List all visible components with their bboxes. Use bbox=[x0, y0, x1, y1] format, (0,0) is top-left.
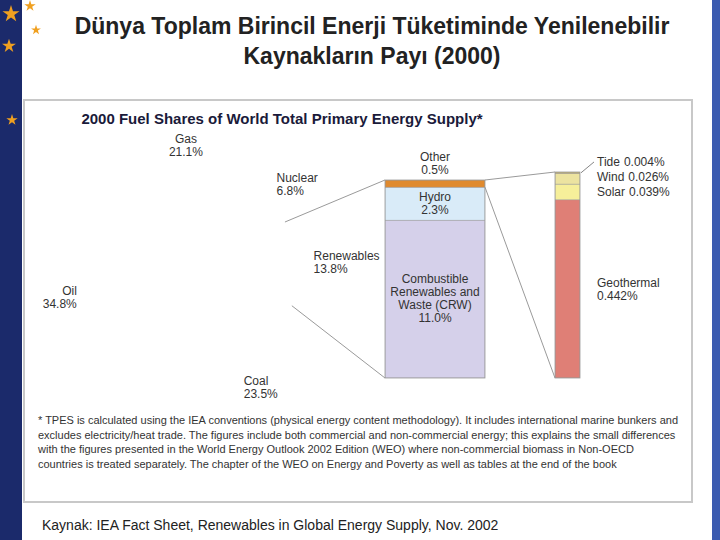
slice-label: Oil bbox=[62, 284, 77, 298]
connector-line bbox=[285, 180, 385, 222]
text-line: with the figures presented in the World … bbox=[37, 443, 634, 455]
text-line: Dünya Toplam Birincil Enerji Tüketiminde… bbox=[75, 13, 670, 39]
segment-value-label: 0.004% bbox=[624, 155, 665, 169]
text-line: Hydro bbox=[419, 190, 451, 204]
text-line: Combustible bbox=[402, 272, 469, 286]
slide: Dünya Toplam Birincil Enerji Tüketiminde… bbox=[0, 0, 720, 540]
connector-line bbox=[292, 306, 385, 378]
text-line: Kaynakların Payı (2000) bbox=[244, 43, 501, 69]
segment-label: CombustibleRenewables andWaste (CRW) bbox=[390, 272, 479, 312]
text-line: Waste (CRW) bbox=[398, 298, 471, 312]
bar-segment bbox=[555, 200, 580, 378]
segment-value-label: 0.026% bbox=[628, 170, 669, 184]
segment-value-label: 0.5% bbox=[421, 163, 449, 177]
segment-label: Hydro bbox=[419, 190, 451, 204]
segment-label: Geothermal bbox=[597, 276, 660, 290]
segment-value-label: 0.039% bbox=[629, 185, 670, 199]
slice-label: Nuclear bbox=[276, 171, 317, 185]
text-line: Other bbox=[420, 150, 450, 164]
segment-value-label: 0.442% bbox=[597, 289, 638, 303]
segment-label: Wind bbox=[597, 170, 624, 184]
text-line: excludes electricity/heat trade. The fig… bbox=[38, 429, 676, 441]
text-line: * TPES is calculated using the IEA conve… bbox=[38, 414, 678, 426]
slice-label: Renewables bbox=[314, 249, 380, 263]
slice-label: Coal bbox=[244, 374, 269, 388]
segment-label: Tide bbox=[597, 155, 620, 169]
segment-value-label: 11.0% bbox=[418, 311, 451, 325]
bar-segment bbox=[555, 184, 580, 200]
decor-star bbox=[2, 39, 16, 52]
right-strip bbox=[712, 0, 720, 540]
bar-marks bbox=[555, 172, 580, 378]
slide-title: Dünya Toplam Birincil Enerji Tüketiminde… bbox=[75, 13, 670, 69]
chart-title: 2000 Fuel Shares of World Total Primary … bbox=[81, 110, 482, 127]
text-line: Renewables and bbox=[390, 285, 479, 299]
chart-box bbox=[24, 100, 692, 502]
plot-frame bbox=[555, 172, 580, 378]
decor-star bbox=[2, 5, 19, 21]
slice-value-label: 6.8% bbox=[276, 184, 304, 198]
segment-value-label: 2.3% bbox=[421, 203, 449, 217]
bar-segment bbox=[385, 220, 485, 378]
slice-label: Gas bbox=[175, 132, 197, 146]
connector-line bbox=[485, 172, 555, 180]
footnote: * TPES is calculated using the IEA conve… bbox=[37, 414, 678, 470]
decor-star bbox=[31, 25, 41, 34]
bar-marks bbox=[385, 180, 485, 378]
decor-star bbox=[24, 0, 35, 11]
source-note: Kaynak: IEA Fact Sheet, Renewables in Gl… bbox=[42, 517, 499, 533]
slice-value-label: 34.8% bbox=[43, 297, 77, 311]
segment-label: Other bbox=[420, 150, 450, 164]
slice-value-label: 21.1% bbox=[169, 145, 203, 159]
plot-frame bbox=[385, 180, 485, 378]
bar-segment bbox=[385, 187, 485, 220]
connector-line bbox=[485, 187, 555, 378]
bar-segment bbox=[385, 180, 485, 187]
decor-star bbox=[6, 114, 17, 125]
bar-segment bbox=[555, 174, 580, 184]
left-strip bbox=[0, 0, 22, 540]
slide-background bbox=[0, 0, 720, 540]
text-line: countries is treated separately. The cha… bbox=[38, 458, 617, 470]
leader-line bbox=[581, 162, 594, 173]
segment-label: Solar bbox=[597, 185, 625, 199]
slice-value-label: 13.8% bbox=[314, 262, 348, 276]
slice-value-label: 23.5% bbox=[244, 387, 278, 401]
